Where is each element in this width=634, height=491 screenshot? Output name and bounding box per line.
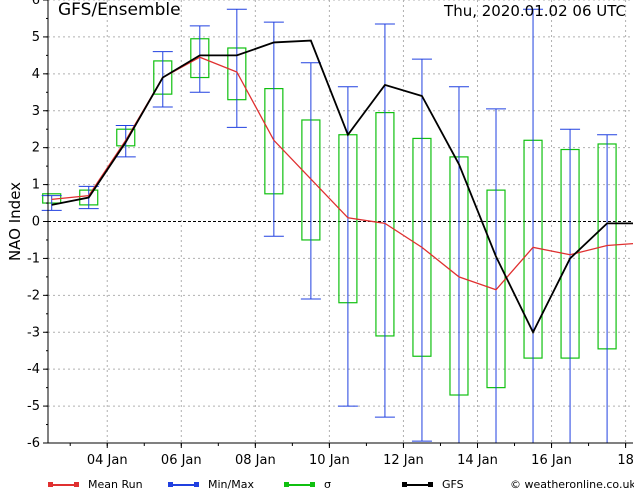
mean-run-line (51, 56, 634, 291)
y-tick-label: 1 (32, 178, 40, 193)
x-tick-label: 08 Jan (235, 453, 276, 468)
y-tick-label: -4 (27, 362, 40, 377)
y-tick-label: -3 (27, 325, 40, 340)
x-tick-label: 10 Jan (309, 453, 350, 468)
legend-min-max-label: Min/Max (208, 478, 254, 491)
x-tick-label: 04 Jan (87, 453, 128, 468)
legend-min-max-swatch (168, 484, 198, 486)
y-tick-label: 6 (32, 0, 40, 8)
legend-gfs-swatch (402, 484, 432, 486)
credit-text: © weatheronline.co.uk (510, 478, 634, 491)
legend-mean-run-label: Mean Run (88, 478, 143, 491)
y-tick-label: -1 (27, 251, 40, 266)
y-tick-label: 4 (32, 67, 40, 82)
gfs-line (51, 39, 633, 335)
y-tick-label: 3 (32, 104, 40, 119)
legend-mean-run-swatch (48, 484, 78, 486)
chart-title: GFS/Ensemble (58, 0, 181, 20)
legend-sigma-label: σ (324, 478, 331, 491)
chart-datetime: Thu, 2020.01.02 06 UTC (444, 2, 626, 20)
x-tick-label: 06 Jan (161, 453, 202, 468)
y-tick-label: 0 (32, 215, 40, 230)
legend-sigma-swatch (284, 484, 314, 486)
x-tick-label: 14 Jan (457, 453, 498, 468)
y-tick-label: -6 (27, 436, 40, 451)
y-tick-label: -5 (27, 399, 40, 414)
y-tick-label: 2 (32, 141, 40, 156)
legend-gfs-label: GFS (442, 478, 464, 491)
x-tick-label: 18 (617, 453, 634, 468)
x-tick-label: 16 Jan (531, 453, 572, 468)
y-tick-label: 5 (32, 30, 40, 45)
x-tick-label: 12 Jan (383, 453, 424, 468)
y-tick-label: -2 (27, 288, 40, 303)
y-axis-label: NAO Index (6, 182, 24, 261)
